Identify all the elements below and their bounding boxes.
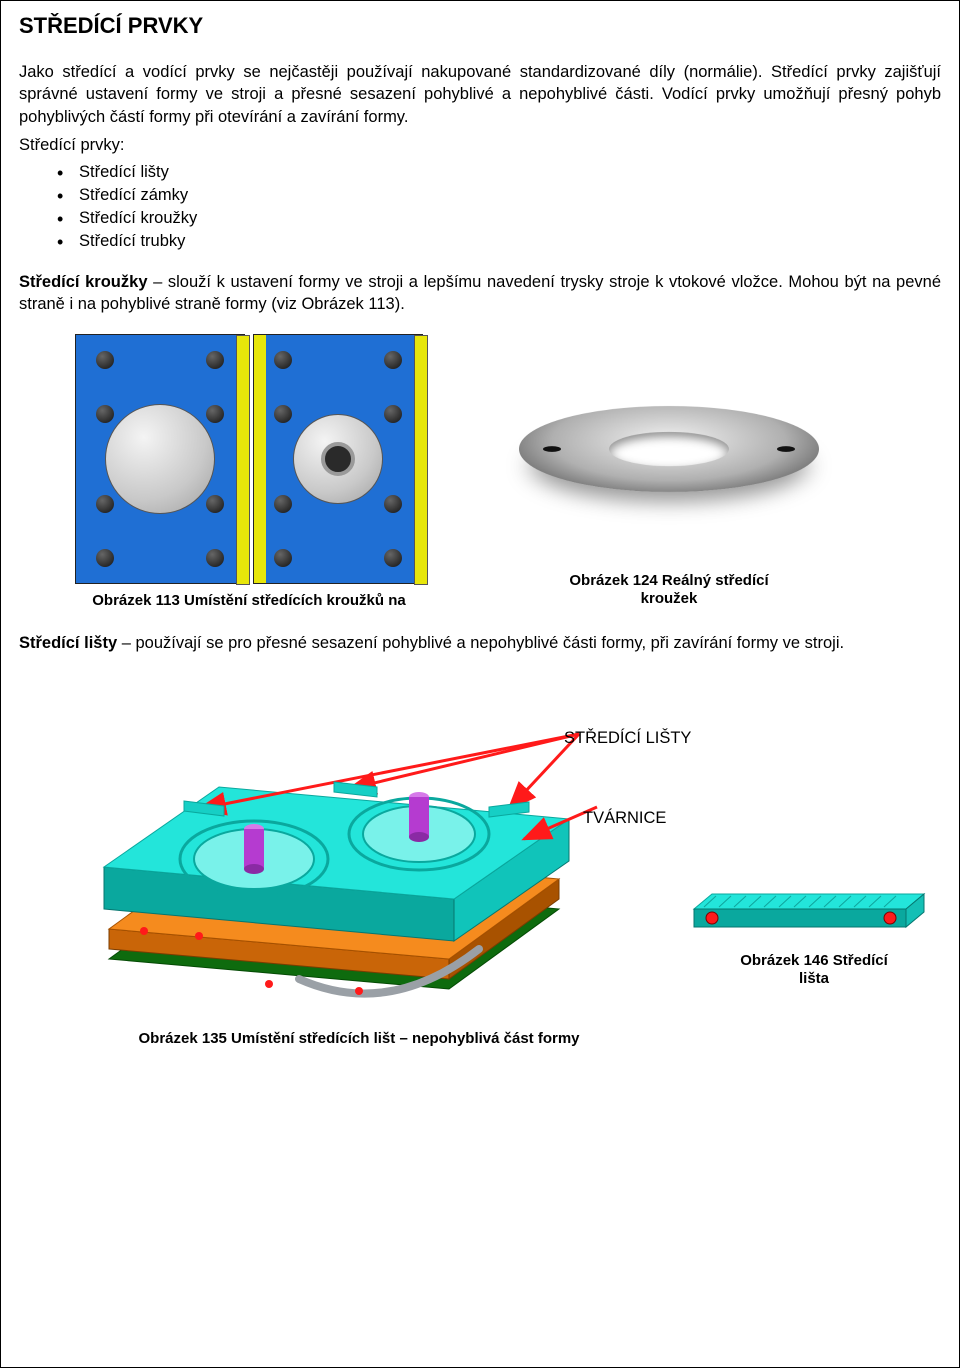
list-item: Středící kroužky bbox=[79, 207, 941, 230]
list-item: Středící lišty bbox=[79, 161, 941, 184]
list-header: Středící prvky: bbox=[19, 136, 941, 155]
bullet-list: Středící lišty Středící zámky Středící k… bbox=[19, 161, 941, 253]
caption-146: Obrázek 146 Středícílišta bbox=[679, 952, 949, 990]
figure-124: Obrázek 124 Reálný středícíkroužek bbox=[479, 334, 859, 610]
list-item: Středící trubky bbox=[79, 230, 941, 253]
ring-photo bbox=[484, 334, 854, 564]
page-title: STŘEDÍCÍ PRVKY bbox=[19, 13, 941, 39]
figure-row-1: Obrázek 113 Umístění středících kroužků … bbox=[59, 334, 941, 611]
caption-113: Obrázek 113 Umístění středících kroužků … bbox=[92, 592, 405, 611]
paragraph-krouzky: Středící kroužky – slouží k ustavení for… bbox=[19, 271, 941, 316]
bold-term: Středící kroužky bbox=[19, 273, 148, 291]
intro-paragraph: Jako středící a vodící prvky se nejčastě… bbox=[19, 61, 941, 128]
paragraph-listy: Středící lišty – používají se pro přesné… bbox=[19, 632, 941, 654]
bold-term-listy: Středící lišty bbox=[19, 634, 117, 652]
list-item: Středící zámky bbox=[79, 184, 941, 207]
cad-plates-image bbox=[75, 334, 423, 584]
label-tvarnice: TVÁRNICE bbox=[583, 809, 666, 828]
para2-rest: – slouží k ustavení formy ve stroji a le… bbox=[19, 273, 941, 313]
caption-124: Obrázek 124 Reálný středícíkroužek bbox=[569, 572, 768, 610]
label-stredici-listy: STŘEDÍCÍ LIŠTY bbox=[564, 729, 691, 748]
lista-svg bbox=[684, 869, 944, 939]
plate-right bbox=[253, 334, 423, 584]
figure-113: Obrázek 113 Umístění středících kroužků … bbox=[59, 334, 439, 611]
mold-isometric-svg bbox=[49, 679, 619, 1019]
plate-left bbox=[75, 334, 245, 584]
figure-row-2: Obrázek 135 Umístění středících lišt – n… bbox=[19, 679, 941, 1049]
document-page: STŘEDÍCÍ PRVKY Jako středící a vodící pr… bbox=[0, 0, 960, 1368]
para3-rest: – používají se pro přesné sesazení pohyb… bbox=[117, 634, 844, 652]
caption-135: Obrázek 135 Umístění středících lišt – n… bbox=[89, 1030, 629, 1049]
figure-146: Obrázek 146 Středícílišta bbox=[679, 869, 949, 990]
figure-135: Obrázek 135 Umístění středících lišt – n… bbox=[49, 679, 649, 1049]
